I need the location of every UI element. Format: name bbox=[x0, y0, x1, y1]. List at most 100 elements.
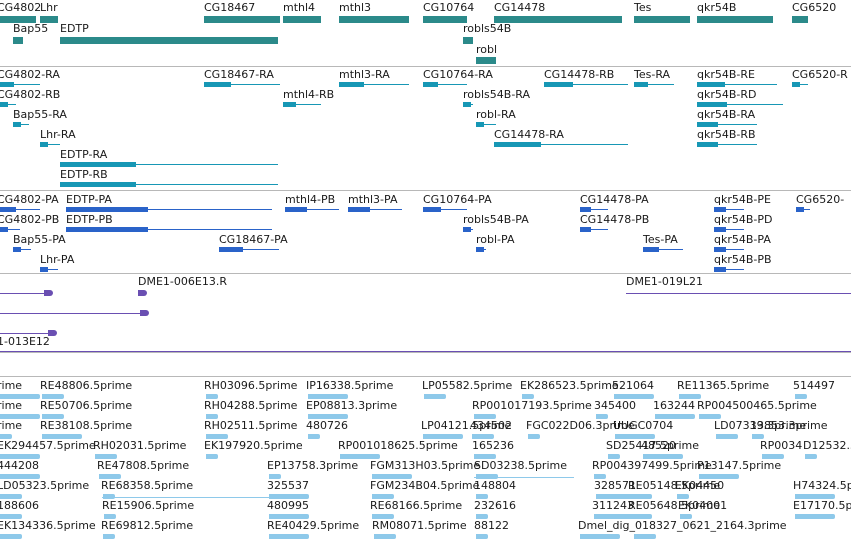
est-feature[interactable] bbox=[269, 474, 281, 479]
est-label[interactable]: 521064 bbox=[612, 379, 654, 392]
est-feature[interactable] bbox=[699, 474, 739, 479]
est-label[interactable]: RE68358.5prime bbox=[101, 479, 194, 492]
clone-label[interactable]: 1-013E12 bbox=[0, 335, 50, 348]
est-feature[interactable] bbox=[614, 394, 654, 399]
est-label[interactable]: 480995 bbox=[267, 499, 309, 512]
est-label[interactable]: rime bbox=[0, 419, 23, 432]
est-feature[interactable] bbox=[677, 494, 689, 499]
est-feature[interactable] bbox=[372, 474, 412, 479]
est-label[interactable]: RP0034 bbox=[760, 439, 803, 452]
gene-feature[interactable] bbox=[476, 57, 496, 64]
clone-label[interactable]: DME1-019L21 bbox=[626, 275, 703, 288]
est-feature[interactable] bbox=[340, 454, 380, 459]
est-label[interactable]: E17170.5prime bbox=[793, 499, 851, 512]
est-feature[interactable] bbox=[0, 534, 22, 539]
transcript-exon[interactable] bbox=[476, 122, 484, 127]
est-label[interactable]: rime bbox=[0, 399, 23, 412]
transcript-label[interactable]: CG4802-RA bbox=[0, 68, 60, 81]
gene-label[interactable]: EDTP bbox=[60, 22, 89, 35]
protein-label[interactable]: EDTP-PB bbox=[66, 213, 113, 226]
transcript-exon[interactable] bbox=[423, 82, 438, 87]
gene-label[interactable]: qkr54B bbox=[697, 1, 737, 14]
clone-feature[interactable] bbox=[0, 293, 46, 294]
transcript-exon[interactable] bbox=[60, 182, 136, 187]
est-feature[interactable] bbox=[679, 394, 701, 399]
est-feature[interactable] bbox=[372, 514, 394, 519]
protein-block[interactable] bbox=[796, 207, 804, 212]
est-feature[interactable] bbox=[805, 454, 817, 459]
est-label[interactable]: EK04450 bbox=[675, 479, 725, 492]
est-feature[interactable] bbox=[42, 414, 64, 419]
est-feature[interactable] bbox=[752, 434, 764, 439]
est-feature[interactable] bbox=[99, 474, 121, 479]
est-feature[interactable] bbox=[680, 514, 692, 519]
est-feature[interactable] bbox=[0, 454, 40, 459]
est-label[interactable]: Dmel_dig_018327_0621_2164.3prime bbox=[578, 519, 787, 532]
protein-label[interactable]: CG10764-PA bbox=[423, 193, 492, 206]
transcript-label[interactable]: Lhr-RA bbox=[40, 128, 76, 141]
est-feature[interactable] bbox=[795, 494, 835, 499]
transcript-exon[interactable] bbox=[204, 82, 231, 87]
transcript-label[interactable]: Bap55-RA bbox=[13, 108, 67, 121]
transcript-exon[interactable] bbox=[13, 122, 21, 127]
est-label[interactable]: 345400 bbox=[594, 399, 636, 412]
est-label[interactable]: EP08813.3prime bbox=[306, 399, 398, 412]
transcript-label[interactable]: mthl4-RB bbox=[283, 88, 335, 101]
est-feature[interactable] bbox=[374, 534, 396, 539]
gene-feature[interactable] bbox=[792, 16, 808, 23]
est-label[interactable]: 434502 bbox=[470, 419, 512, 432]
est-feature[interactable] bbox=[372, 494, 394, 499]
transcript-label[interactable]: Tes-RA bbox=[634, 68, 671, 81]
est-label[interactable]: 165236 bbox=[472, 439, 514, 452]
clone-label[interactable]: DME1-006E13.R bbox=[138, 275, 227, 288]
est-feature[interactable] bbox=[103, 494, 115, 499]
est-feature[interactable] bbox=[608, 454, 620, 459]
transcript-label[interactable]: CG18467-RA bbox=[204, 68, 274, 81]
est-feature[interactable] bbox=[0, 494, 22, 499]
transcript-exon[interactable] bbox=[697, 142, 718, 147]
est-label[interactable]: 148804 bbox=[474, 479, 516, 492]
protein-block[interactable] bbox=[580, 207, 591, 212]
gene-label[interactable]: mthl4 bbox=[283, 1, 316, 14]
gene-feature[interactable] bbox=[339, 16, 409, 23]
est-label[interactable]: LP04121.5prime bbox=[421, 419, 512, 432]
est-label[interactable]: 88122 bbox=[474, 519, 509, 532]
gene-feature[interactable] bbox=[0, 16, 36, 23]
protein-label[interactable]: EDTP-PA bbox=[66, 193, 112, 206]
est-feature[interactable] bbox=[699, 414, 721, 419]
protein-label[interactable]: CG4802-PA bbox=[0, 193, 59, 206]
est-feature[interactable] bbox=[630, 494, 652, 499]
transcript-label[interactable]: EDTP-RB bbox=[60, 168, 108, 181]
gene-feature[interactable] bbox=[423, 16, 467, 23]
est-feature[interactable] bbox=[0, 414, 40, 419]
est-feature[interactable] bbox=[206, 454, 218, 459]
est-label[interactable]: EK286523.5prime bbox=[520, 379, 619, 392]
est-label[interactable]: EK197920.5prime bbox=[204, 439, 303, 452]
est-label[interactable]: 325537 bbox=[267, 479, 309, 492]
est-feature[interactable] bbox=[42, 434, 82, 439]
est-feature[interactable] bbox=[269, 494, 309, 499]
est-feature[interactable] bbox=[474, 414, 496, 419]
est-feature[interactable] bbox=[476, 514, 488, 519]
gene-feature[interactable] bbox=[494, 16, 622, 23]
transcript-exon[interactable] bbox=[0, 102, 8, 107]
est-feature[interactable] bbox=[308, 434, 320, 439]
protein-block[interactable] bbox=[285, 207, 307, 212]
est-label[interactable]: RE38108.5prime bbox=[40, 419, 133, 432]
est-label[interactable]: LD07339.3prime bbox=[714, 419, 807, 432]
est-feature[interactable] bbox=[472, 434, 494, 439]
protein-label[interactable]: robl-PA bbox=[476, 233, 515, 246]
transcript-exon[interactable] bbox=[792, 82, 800, 87]
protein-label[interactable]: robls54B-PA bbox=[463, 213, 529, 226]
est-feature[interactable] bbox=[643, 454, 683, 459]
est-label[interactable]: UUGC0704 bbox=[613, 419, 674, 432]
est-feature[interactable] bbox=[206, 434, 228, 439]
est-feature[interactable] bbox=[308, 414, 348, 419]
gene-label[interactable]: CG18467 bbox=[204, 1, 256, 14]
est-feature[interactable] bbox=[103, 534, 115, 539]
transcript-exon[interactable] bbox=[60, 162, 136, 167]
transcript-label[interactable]: EDTP-RA bbox=[60, 148, 108, 161]
est-label[interactable]: LD05323.5prime bbox=[0, 479, 90, 492]
protein-block[interactable] bbox=[13, 247, 21, 252]
transcript-exon[interactable] bbox=[634, 82, 648, 87]
